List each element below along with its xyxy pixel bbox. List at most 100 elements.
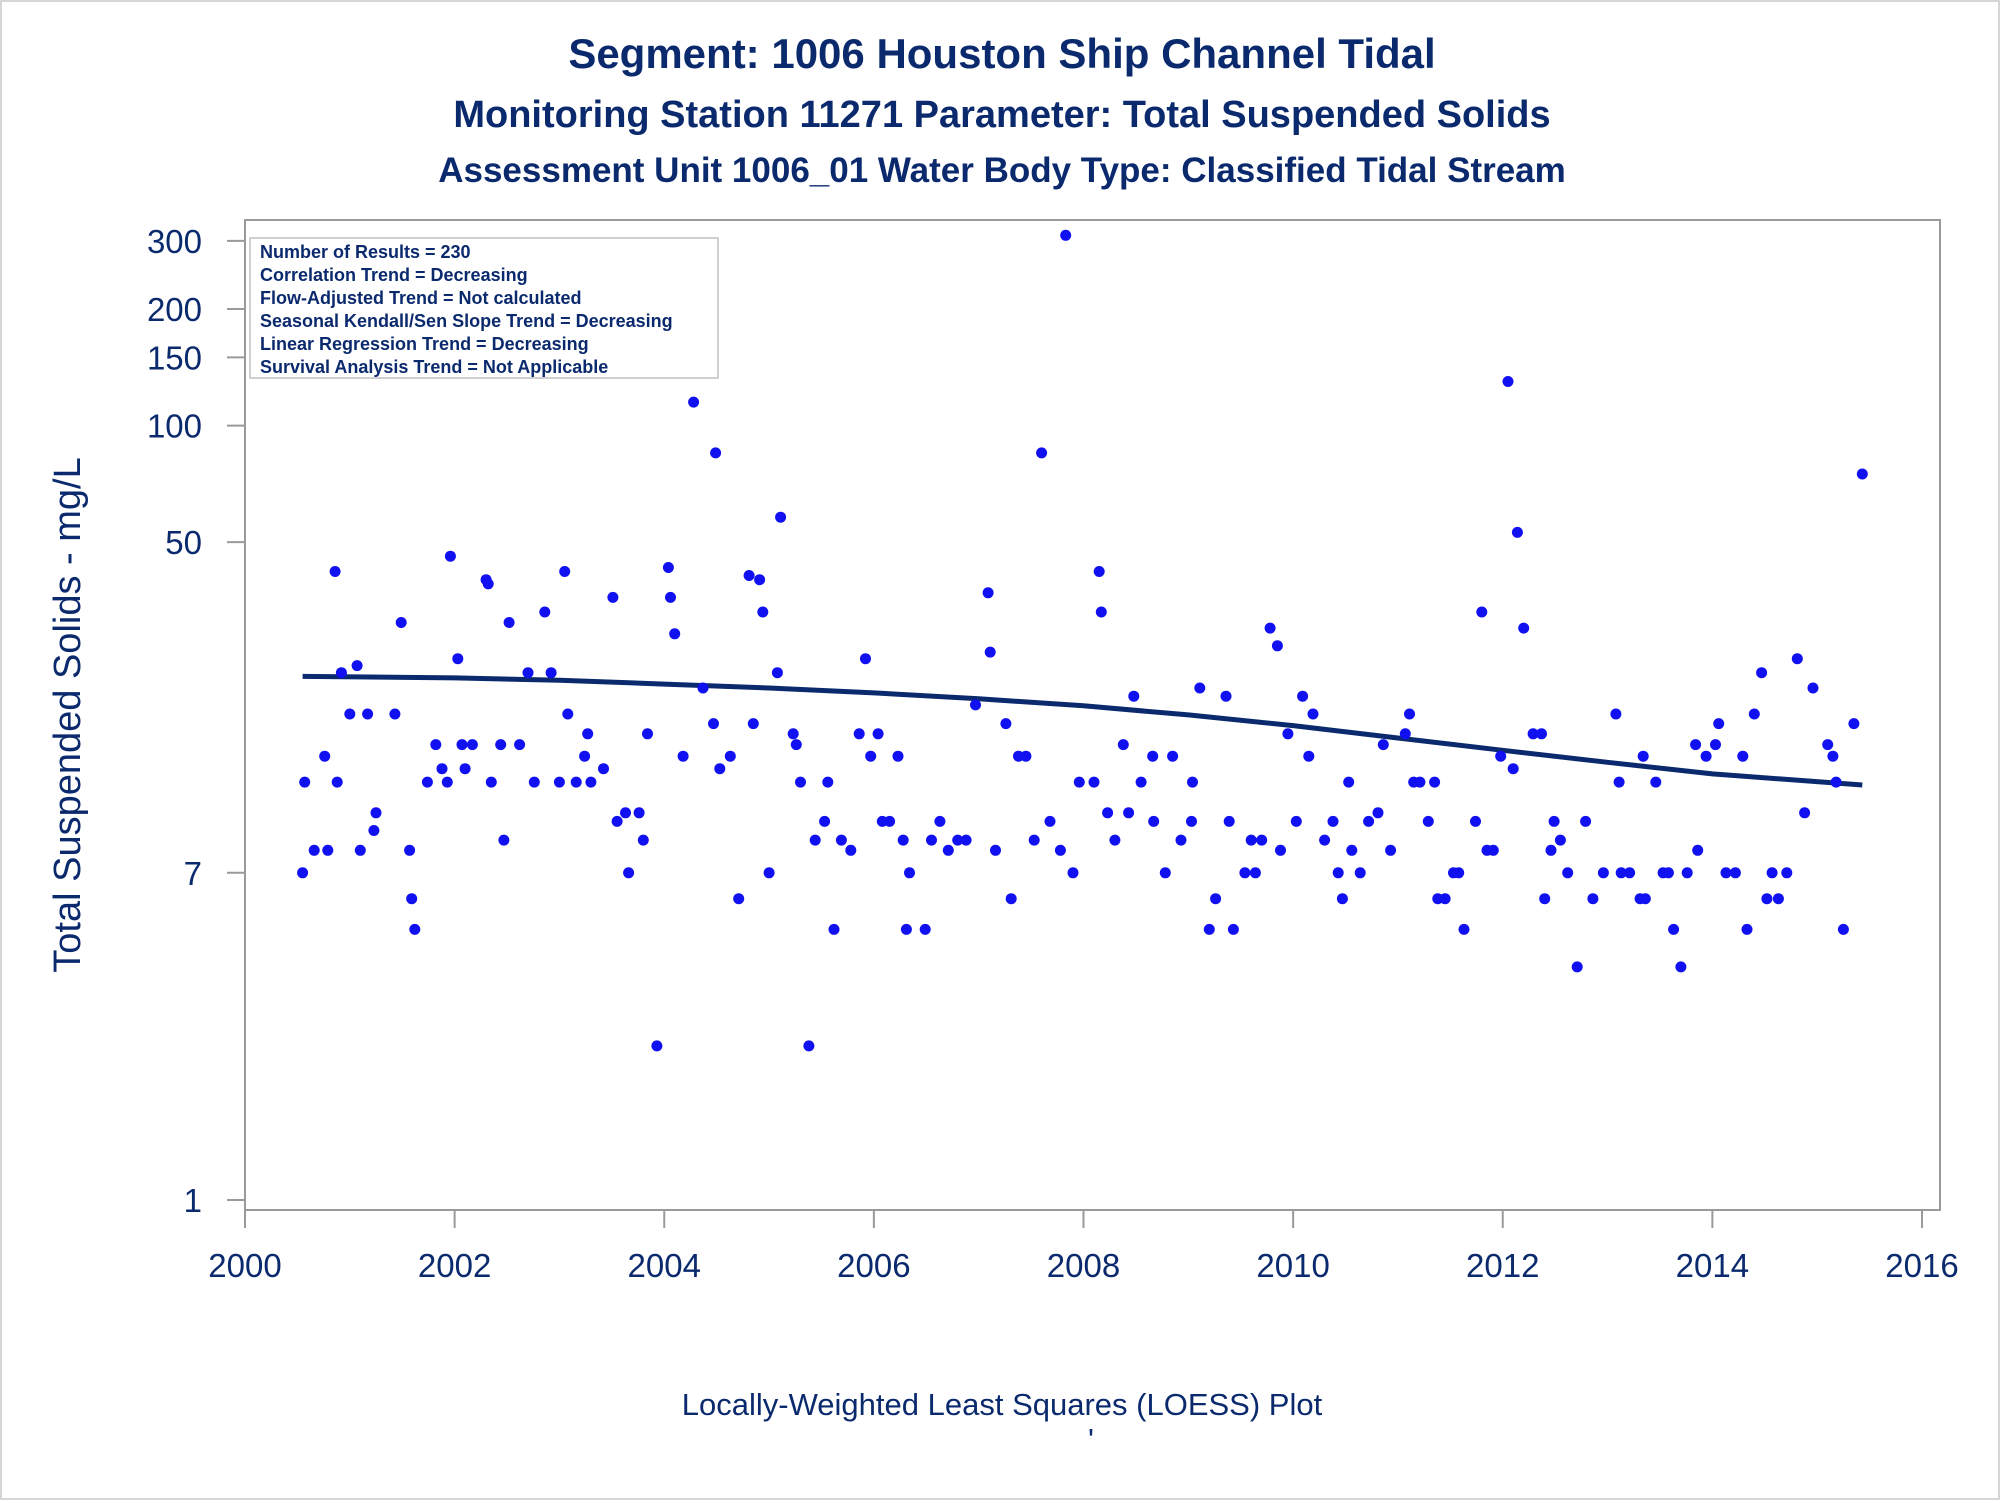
data-point — [1713, 718, 1725, 730]
plot-area — [244, 219, 1941, 1211]
data-point — [771, 667, 783, 679]
data-point — [335, 667, 347, 679]
data-point — [528, 776, 540, 788]
data-point — [1748, 708, 1760, 720]
data-point — [1837, 923, 1849, 935]
data-point — [1210, 893, 1222, 905]
data-point — [404, 844, 416, 856]
chart-subtitle-station: Monitoring Station 11271 Parameter: Tota… — [453, 94, 1550, 136]
data-point — [562, 708, 574, 720]
data-point — [1587, 893, 1599, 905]
data-point — [688, 396, 700, 408]
data-point — [1067, 867, 1079, 879]
data-point — [1117, 739, 1129, 751]
data-point — [570, 776, 582, 788]
data-point — [1377, 739, 1389, 751]
data-point — [1102, 807, 1114, 819]
data-point — [1135, 776, 1147, 788]
data-point — [1203, 923, 1215, 935]
data-point — [607, 591, 619, 603]
loess-layer — [302, 673, 1863, 788]
data-point — [724, 750, 736, 762]
data-point — [710, 447, 722, 459]
data-point — [1223, 815, 1235, 827]
data-point — [539, 606, 551, 618]
data-point — [1675, 961, 1687, 973]
data-point — [1502, 376, 1514, 387]
stats-linear-regression-trend: Linear Regression Trend = Decreasing — [260, 334, 589, 354]
data-point — [1187, 776, 1198, 788]
data-point — [665, 591, 676, 603]
x-tick-label: 2006 — [837, 1247, 910, 1284]
data-point — [1073, 776, 1085, 788]
data-point — [1571, 961, 1583, 973]
data-point — [1856, 468, 1868, 480]
data-point — [865, 750, 877, 762]
data-point — [430, 739, 442, 751]
y-tick-label: 100 — [147, 408, 202, 445]
data-point — [1495, 750, 1507, 762]
data-point — [522, 667, 534, 679]
data-point — [1239, 867, 1251, 879]
data-point — [1319, 834, 1331, 846]
data-point — [1458, 923, 1470, 935]
data-point — [368, 825, 380, 836]
data-point — [1194, 682, 1206, 694]
data-point — [421, 776, 433, 788]
data-point — [598, 763, 609, 775]
data-point — [1282, 728, 1294, 740]
x-axis: 2000 2002 2004 2006 2008 2010 2012 2014 2016 — [208, 1210, 1959, 1284]
data-point — [1429, 776, 1441, 788]
x-tick-label: 2000 — [208, 1247, 281, 1284]
data-point — [459, 763, 471, 775]
data-point — [982, 587, 994, 599]
data-point — [1175, 834, 1187, 846]
data-point — [662, 562, 674, 573]
data-point — [620, 807, 631, 819]
data-point — [708, 718, 719, 730]
data-point — [633, 807, 645, 819]
data-point — [436, 763, 448, 775]
data-point — [637, 834, 649, 846]
data-point — [1028, 834, 1040, 846]
stats-seasonal-kendall-trend: Seasonal Kendall/Sen Slope Trend = Decre… — [260, 311, 673, 331]
data-point — [897, 834, 909, 846]
data-point — [1414, 776, 1426, 788]
data-point — [1275, 844, 1286, 856]
data-point — [1128, 690, 1140, 702]
data-point — [444, 550, 456, 562]
data-point — [743, 570, 755, 581]
data-point — [1167, 750, 1179, 762]
data-point — [1264, 622, 1276, 634]
data-point — [370, 807, 382, 819]
data-point — [498, 834, 510, 846]
data-point — [1807, 682, 1819, 694]
data-point — [1399, 728, 1411, 740]
data-point — [853, 728, 865, 740]
data-point — [763, 867, 775, 879]
data-point — [1766, 867, 1778, 879]
data-point — [1700, 750, 1712, 762]
data-point — [1507, 763, 1519, 775]
x-tick-label: 2012 — [1466, 1247, 1539, 1284]
x-tick-label: 2014 — [1676, 1247, 1749, 1284]
data-point — [1613, 776, 1625, 788]
data-point — [835, 834, 847, 846]
data-point — [1422, 815, 1434, 827]
x-tick-label: 2016 — [1885, 1247, 1958, 1284]
data-point — [331, 776, 343, 788]
data-point — [819, 815, 831, 827]
data-point — [1147, 750, 1159, 762]
data-point — [1372, 807, 1384, 819]
data-point — [1650, 776, 1662, 788]
data-point — [1093, 566, 1105, 577]
data-point — [733, 893, 745, 905]
data-point — [1363, 815, 1375, 827]
data-point — [1737, 750, 1749, 762]
data-point — [1186, 815, 1197, 827]
data-point — [482, 578, 494, 590]
data-point — [1332, 867, 1344, 879]
data-point — [362, 708, 374, 720]
data-point — [1327, 815, 1339, 827]
